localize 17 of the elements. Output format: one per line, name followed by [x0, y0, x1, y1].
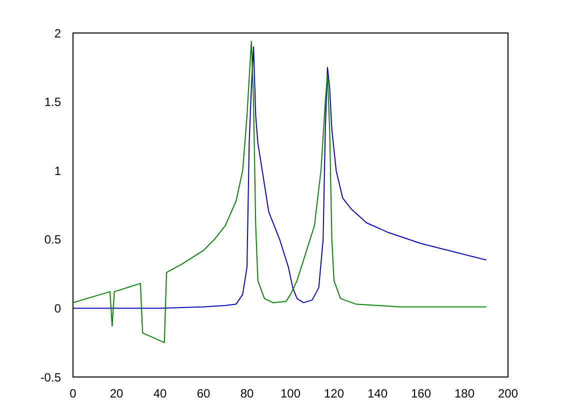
y-tick-label: -0.5: [40, 370, 62, 384]
x-tick-label: 20: [110, 386, 124, 401]
x-tick-label: 60: [196, 386, 210, 401]
y-tick-label: 0.5: [44, 232, 62, 247]
y-tick-label: 1.5: [44, 95, 62, 110]
y-tick-label: 2: [54, 26, 62, 40]
x-tick-label: 200: [498, 386, 518, 401]
y-tick-label: 0: [54, 301, 62, 316]
x-tick-label: 100: [280, 386, 301, 401]
x-tick-label: 40: [153, 386, 167, 401]
x-tick-label: 120: [324, 386, 344, 401]
x-tick-label: 160: [410, 386, 432, 401]
x-tick-label: 140: [367, 386, 388, 401]
x-tick-label: 80: [240, 386, 254, 401]
y-tick-label: 1: [54, 164, 62, 178]
x-tick-label: 0: [70, 386, 77, 401]
x-tick-label: 180: [454, 386, 475, 401]
